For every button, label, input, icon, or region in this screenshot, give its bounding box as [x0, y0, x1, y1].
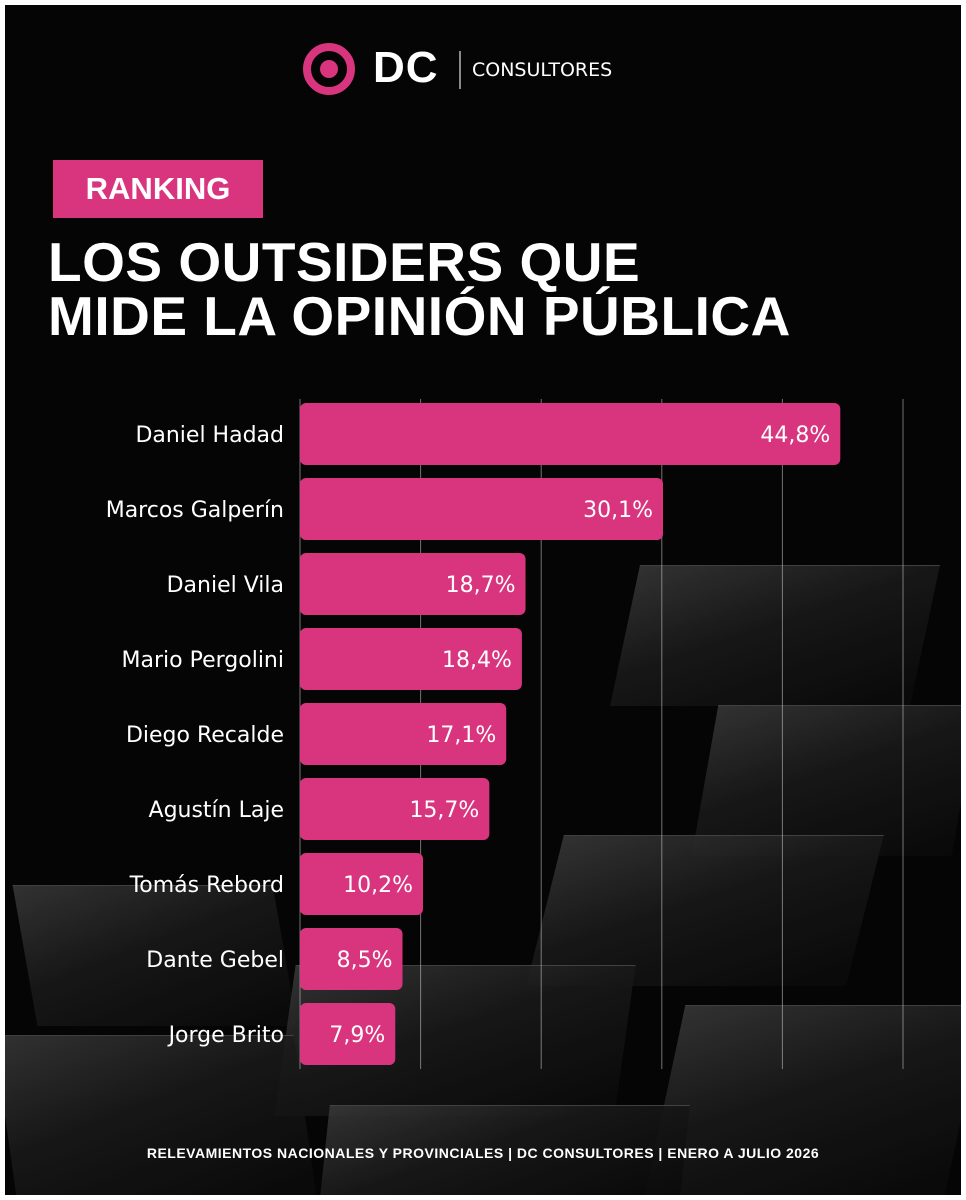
logo-ring-icon: [303, 43, 355, 95]
bar: [300, 778, 490, 840]
category-label: Tomás Rebord: [129, 873, 284, 898]
bar-chart: Daniel Hadad 44,8% Marcos Galperín 30,1% Dan…: [106, 399, 904, 1069]
category-label: Agustín Laje: [149, 798, 284, 823]
category-label: Marcos Galperín: [106, 498, 284, 523]
category-label: Daniel Hadad: [135, 423, 284, 448]
value-label: 10,2%: [343, 873, 413, 898]
value-label: 17,1%: [426, 723, 496, 748]
bar: [300, 553, 526, 615]
bar: [300, 853, 424, 915]
category-label: Dante Gebel: [146, 948, 284, 973]
footer-source: RELEVAMIENTOS NACIONALES Y PROVINCIALES …: [146, 1145, 820, 1161]
infographic-card: DC CONSULTORES RANKING LOS OUTSIDERS QUE…: [5, 5, 961, 1195]
value-label: 30,1%: [583, 498, 653, 523]
logo-text: DC: [373, 43, 439, 92]
value-label: 44,8%: [760, 423, 830, 448]
category-label: Mario Pergolini: [122, 648, 284, 673]
bar: [300, 478, 664, 540]
value-label: 15,7%: [409, 798, 479, 823]
category-label: Diego Recalde: [126, 723, 284, 748]
value-label: 8,5%: [337, 948, 393, 973]
logo-subtitle: CONSULTORES: [472, 59, 613, 81]
logo-divider: [459, 51, 461, 89]
ranking-badge-label: RANKING: [85, 171, 231, 206]
bar: [300, 403, 841, 465]
category-label: Daniel Vila: [167, 573, 284, 598]
brand-logo: DC CONSULTORES: [5, 39, 961, 99]
bar: [300, 1003, 396, 1065]
value-label: 18,4%: [442, 648, 512, 673]
bar: [300, 928, 403, 990]
bar: [300, 703, 507, 765]
ranking-badge: RANKING: [53, 160, 263, 218]
page-title-line-2: MIDE LA OPINIÓN PÚBLICA: [48, 285, 791, 347]
bar: [300, 628, 522, 690]
category-label: Jorge Brito: [167, 1023, 284, 1048]
value-label: 18,7%: [446, 573, 516, 598]
page-title-line-1: LOS OUTSIDERS QUE: [48, 231, 641, 293]
value-label: 7,9%: [329, 1023, 385, 1048]
